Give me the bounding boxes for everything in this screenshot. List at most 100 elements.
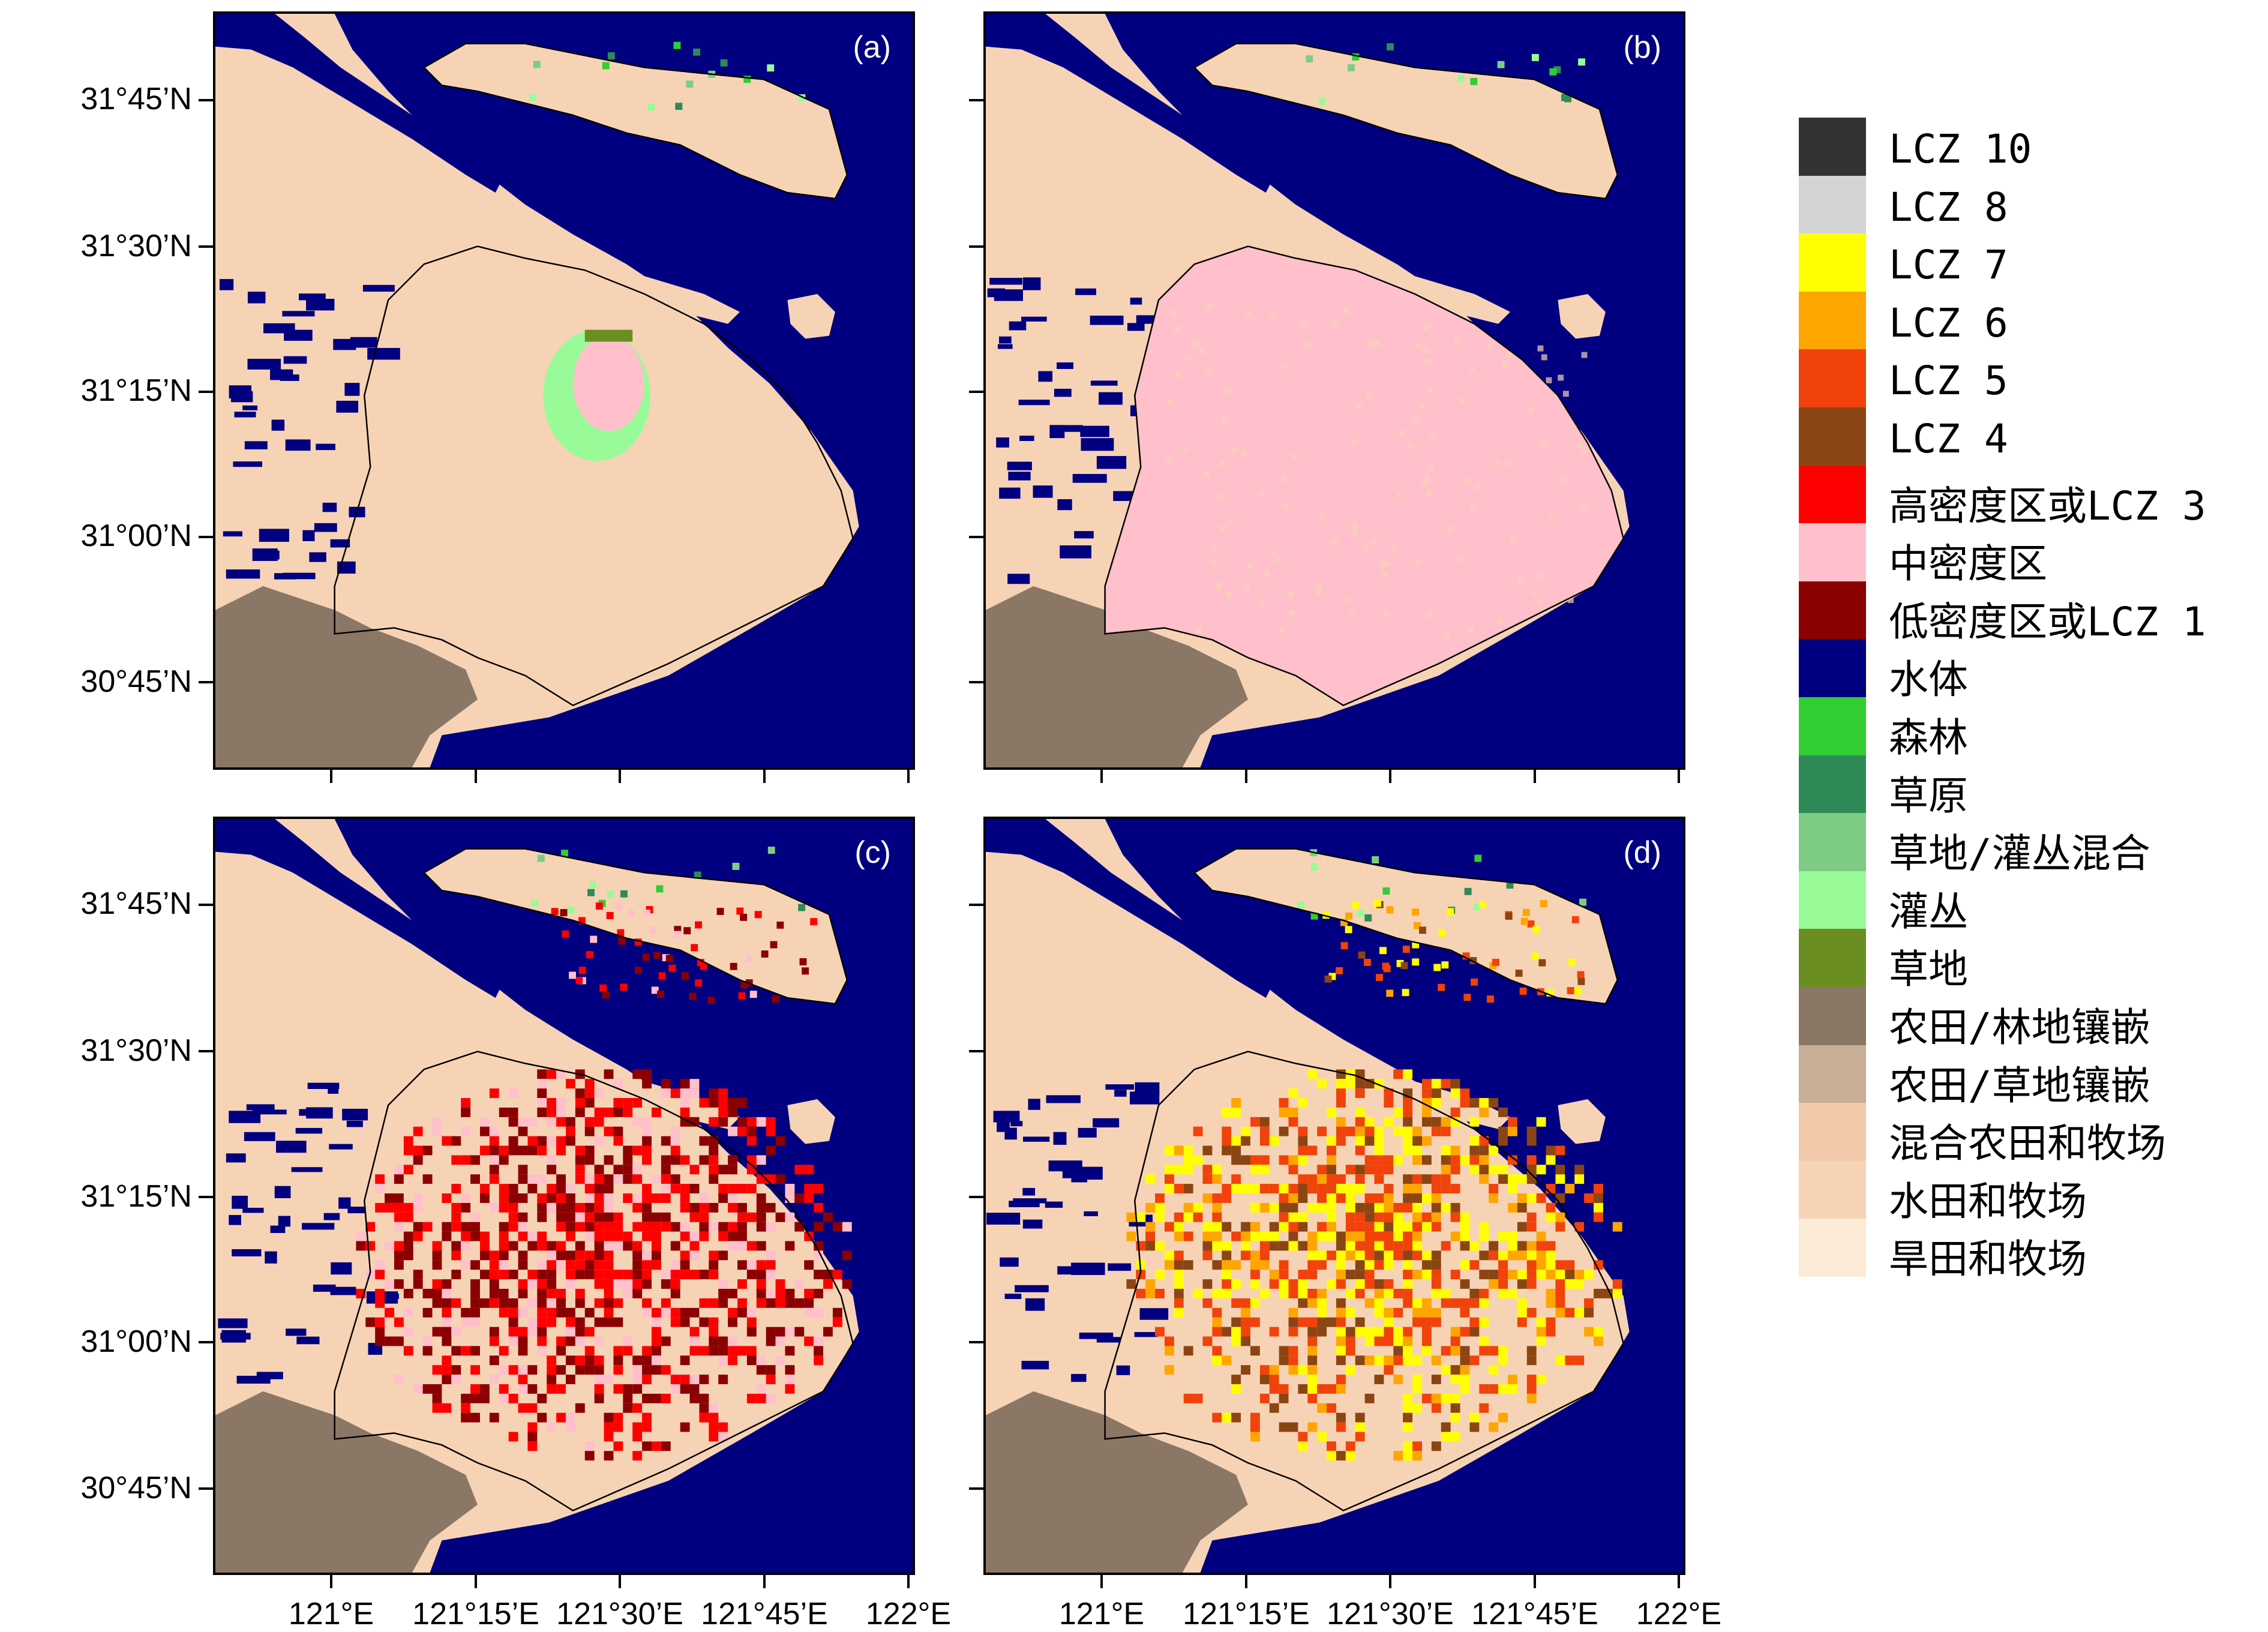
ytick [199, 536, 213, 538]
ytick-label: 30°45’N [80, 664, 192, 699]
ytick-label: 31°15’N [80, 373, 192, 408]
ytick [969, 1050, 983, 1052]
xtick [1389, 770, 1391, 783]
xtick [1100, 1575, 1103, 1588]
panel-label-b: (b) [1623, 30, 1661, 65]
legend-label: 混合农田和牧场 [1889, 1120, 2166, 1167]
ytick-label: 31°15’N [80, 1179, 192, 1214]
map-a [215, 14, 913, 767]
map-b [986, 14, 1683, 767]
legend-label: 草地 [1889, 946, 1968, 993]
xtick [475, 770, 477, 783]
xtick [1678, 770, 1680, 783]
legend-label: 水田和牧场 [1889, 1178, 2087, 1225]
ytick-label: 31°45’N [80, 82, 192, 116]
legend-label: 低密度区或LCZ 1 [1889, 598, 2206, 645]
legend-swatch [1799, 523, 1866, 582]
legend-label: 旱田和牧场 [1889, 1236, 2087, 1283]
ytick-label: 31°00’N [80, 1324, 192, 1359]
ytick [969, 904, 983, 906]
map-panel-b: (b) [983, 11, 1685, 770]
ytick [199, 904, 213, 906]
legend-swatch [1799, 233, 1866, 292]
legend-swatch [1799, 1160, 1866, 1219]
xtick [1678, 1575, 1680, 1588]
legend-swatch [1799, 1045, 1866, 1103]
ytick [969, 1341, 983, 1343]
ytick [199, 1050, 213, 1052]
ytick [199, 1487, 213, 1490]
legend-swatch [1799, 118, 1866, 176]
xtick-label: 121°30’E [1327, 1597, 1454, 1631]
xtick [1534, 1575, 1536, 1588]
xtick [475, 1575, 477, 1588]
legend-swatch [1799, 581, 1866, 640]
legend-swatch [1799, 639, 1866, 698]
legend-swatch [1799, 465, 1866, 524]
legend-label: 灌丛 [1889, 888, 1968, 935]
legend-label: LCZ 8 [1889, 184, 2008, 230]
legend-label: 农田/林地镶嵌 [1889, 1004, 2150, 1051]
ytick-label: 31°45’N [80, 886, 192, 921]
xtick-label: 121°45’E [701, 1597, 828, 1631]
xtick [330, 770, 332, 783]
ytick-label: 31°00’N [80, 518, 192, 553]
xtick [1389, 1575, 1391, 1588]
legend-swatch [1799, 175, 1866, 234]
legend-swatch [1799, 697, 1866, 755]
legend-label: 草原 [1889, 772, 1968, 819]
xtick [1100, 770, 1103, 783]
ytick-label: 30°45’N [80, 1471, 192, 1505]
xtick-label: 121°15’E [1183, 1597, 1310, 1631]
xtick [619, 770, 621, 783]
xtick-label: 121°E [288, 1597, 374, 1631]
map-panel-d: (d) [983, 817, 1685, 1575]
panel-label-a: (a) [853, 30, 891, 65]
map-d [986, 819, 1683, 1573]
legend-swatch [1799, 349, 1866, 408]
xtick [763, 1575, 766, 1588]
ytick [969, 1196, 983, 1198]
legend-label: 高密度区或LCZ 3 [1889, 482, 2206, 529]
panel-label-c: (c) [854, 835, 891, 870]
xtick-label: 121°15’E [412, 1597, 539, 1631]
ytick-label: 31°30’N [80, 1033, 192, 1068]
legend-label: 中密度区 [1889, 541, 2047, 587]
map-panel-c: (c) [213, 817, 915, 1575]
xtick [1534, 770, 1536, 783]
ytick-label: 31°30’N [80, 229, 192, 263]
legend-swatch [1799, 407, 1866, 466]
panel-label-d: (d) [1623, 835, 1661, 870]
legend-swatch [1799, 929, 1866, 988]
ytick [199, 245, 213, 248]
xtick [1245, 770, 1247, 783]
xtick-label: 121°45’E [1471, 1597, 1598, 1631]
ytick [199, 99, 213, 101]
map-panel-a: (a) [213, 11, 915, 770]
legend-label: LCZ 7 [1889, 242, 2008, 289]
xtick [1245, 1575, 1247, 1588]
ytick [969, 1487, 983, 1490]
legend-label: LCZ 5 [1889, 358, 2008, 404]
xtick-label: 121°30’E [556, 1597, 683, 1631]
ytick [969, 245, 983, 248]
ytick [969, 536, 983, 538]
legend-label: LCZ 4 [1889, 415, 2008, 462]
legend-label: 农田/草地镶嵌 [1889, 1062, 2150, 1109]
ytick [969, 681, 983, 683]
legend-swatch [1799, 871, 1866, 929]
ytick [969, 99, 983, 101]
xtick-label: 122°E [1636, 1597, 1722, 1631]
map-c [215, 819, 913, 1573]
legend-label: 草地/灌丛混合 [1889, 830, 2150, 877]
legend-label: 森林 [1889, 714, 1968, 761]
xtick [619, 1575, 621, 1588]
ytick [969, 391, 983, 393]
legend-swatch [1799, 755, 1866, 814]
ytick [199, 1196, 213, 1198]
xtick [330, 1575, 332, 1588]
legend-label: 水体 [1889, 656, 1968, 703]
xtick [907, 770, 910, 783]
legend-swatch [1799, 291, 1866, 350]
legend-label: LCZ 6 [1889, 299, 2008, 346]
